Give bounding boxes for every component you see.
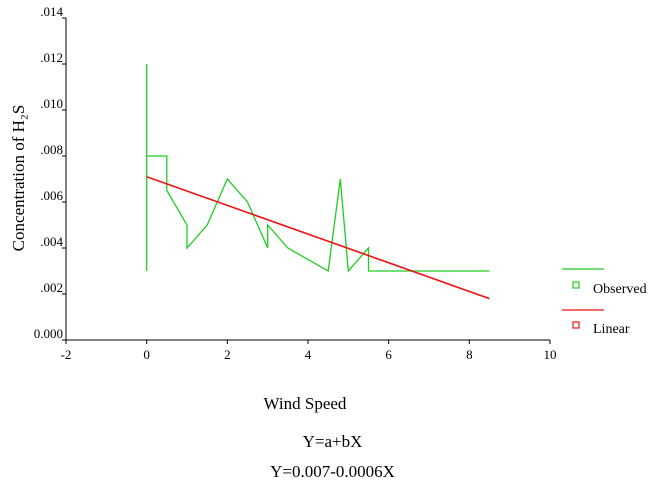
axes: [65, 18, 550, 341]
y-tick-label: .006: [40, 188, 63, 203]
series-line-linear: [146, 175, 490, 300]
y-tick-label: .010: [40, 96, 63, 111]
y-ticks: 0.000 .002 .004 .006 .008 .010 .012 .014: [34, 4, 66, 341]
legend-linear-label: Linear: [593, 322, 630, 337]
y-tick-label: 0.000: [34, 326, 63, 341]
y-tick-label: .014: [40, 4, 63, 19]
x-tick-label: 8: [466, 347, 473, 362]
y-axis-label: Concentration of H₂S: [9, 105, 28, 252]
series-line-observed: [146, 64, 490, 273]
y-tick-label: .008: [40, 142, 63, 157]
equation-general: Y=a+bX: [302, 432, 363, 451]
legend-observed-label: Observed: [593, 282, 647, 297]
legend-observed-marker: [572, 281, 580, 289]
equation-fitted: Y=0.007-0.0006X: [270, 462, 395, 481]
x-tick-label: 6: [385, 347, 392, 362]
x-tick-label: 4: [305, 347, 312, 362]
x-tick-label: 0: [143, 347, 150, 362]
y-tick-label: .012: [40, 50, 63, 65]
x-tick-label: -2: [61, 347, 72, 362]
legend: Observed Linear: [562, 268, 647, 337]
x-axis-label: Wind Speed: [263, 394, 347, 413]
x-tick-label: 2: [224, 347, 231, 362]
x-tick-label: 10: [544, 347, 557, 362]
y-tick-label: .002: [40, 280, 63, 295]
x-ticks: -2 0 2 4 6 8 10: [61, 340, 557, 362]
y-tick-label: .004: [40, 234, 63, 249]
series: [146, 64, 490, 300]
legend-linear-marker: [572, 321, 580, 329]
